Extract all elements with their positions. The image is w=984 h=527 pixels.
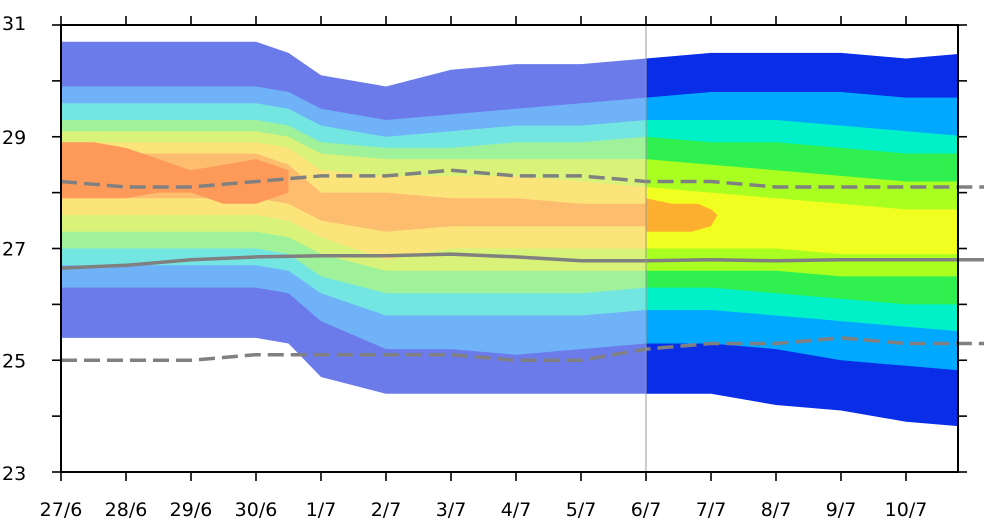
forecast-band-6 bbox=[646, 203, 958, 238]
x-tick-label: 7/7 bbox=[696, 499, 727, 521]
x-tick-label: 4/7 bbox=[501, 499, 532, 521]
axes: 27/6 28/6 29/6 30/6 1/7 2/7 3/7 4/7 5/7 6/7 7/7 8/7… bbox=[2, 13, 967, 521]
y-tick-label: 29 bbox=[2, 127, 26, 149]
forecast-bands bbox=[646, 52, 958, 427]
y-tick-label: 25 bbox=[2, 350, 26, 372]
x-tick-label: 1/7 bbox=[306, 499, 337, 521]
x-tick-label: 27/6 bbox=[40, 499, 83, 521]
x-tick-label: 8/7 bbox=[761, 499, 792, 521]
x-tick-label: 29/6 bbox=[170, 499, 213, 521]
x-tick-label: 10/7 bbox=[885, 499, 928, 521]
forecast-warm-core bbox=[646, 198, 718, 232]
x-tick-label: 30/6 bbox=[235, 499, 278, 521]
x-tick-label: 3/7 bbox=[436, 499, 467, 521]
x-tick-label: 5/7 bbox=[566, 499, 597, 521]
x-tick-label: 6/7 bbox=[631, 499, 662, 521]
x-tick-label: 28/6 bbox=[105, 499, 148, 521]
x-tick-label: 9/7 bbox=[826, 499, 857, 521]
upper-dashed-line bbox=[60, 168, 984, 189]
median-line bbox=[60, 252, 984, 270]
y-tick-label: 27 bbox=[2, 239, 26, 261]
x-tick-label: 2/7 bbox=[371, 499, 402, 521]
past-bands bbox=[61, 41, 646, 394]
series-lines bbox=[60, 168, 984, 363]
lower-dashed-line bbox=[61, 336, 984, 363]
y-tick-label: 31 bbox=[2, 13, 26, 35]
past-warm-core bbox=[61, 142, 289, 204]
y-tick-label: 23 bbox=[2, 463, 26, 485]
